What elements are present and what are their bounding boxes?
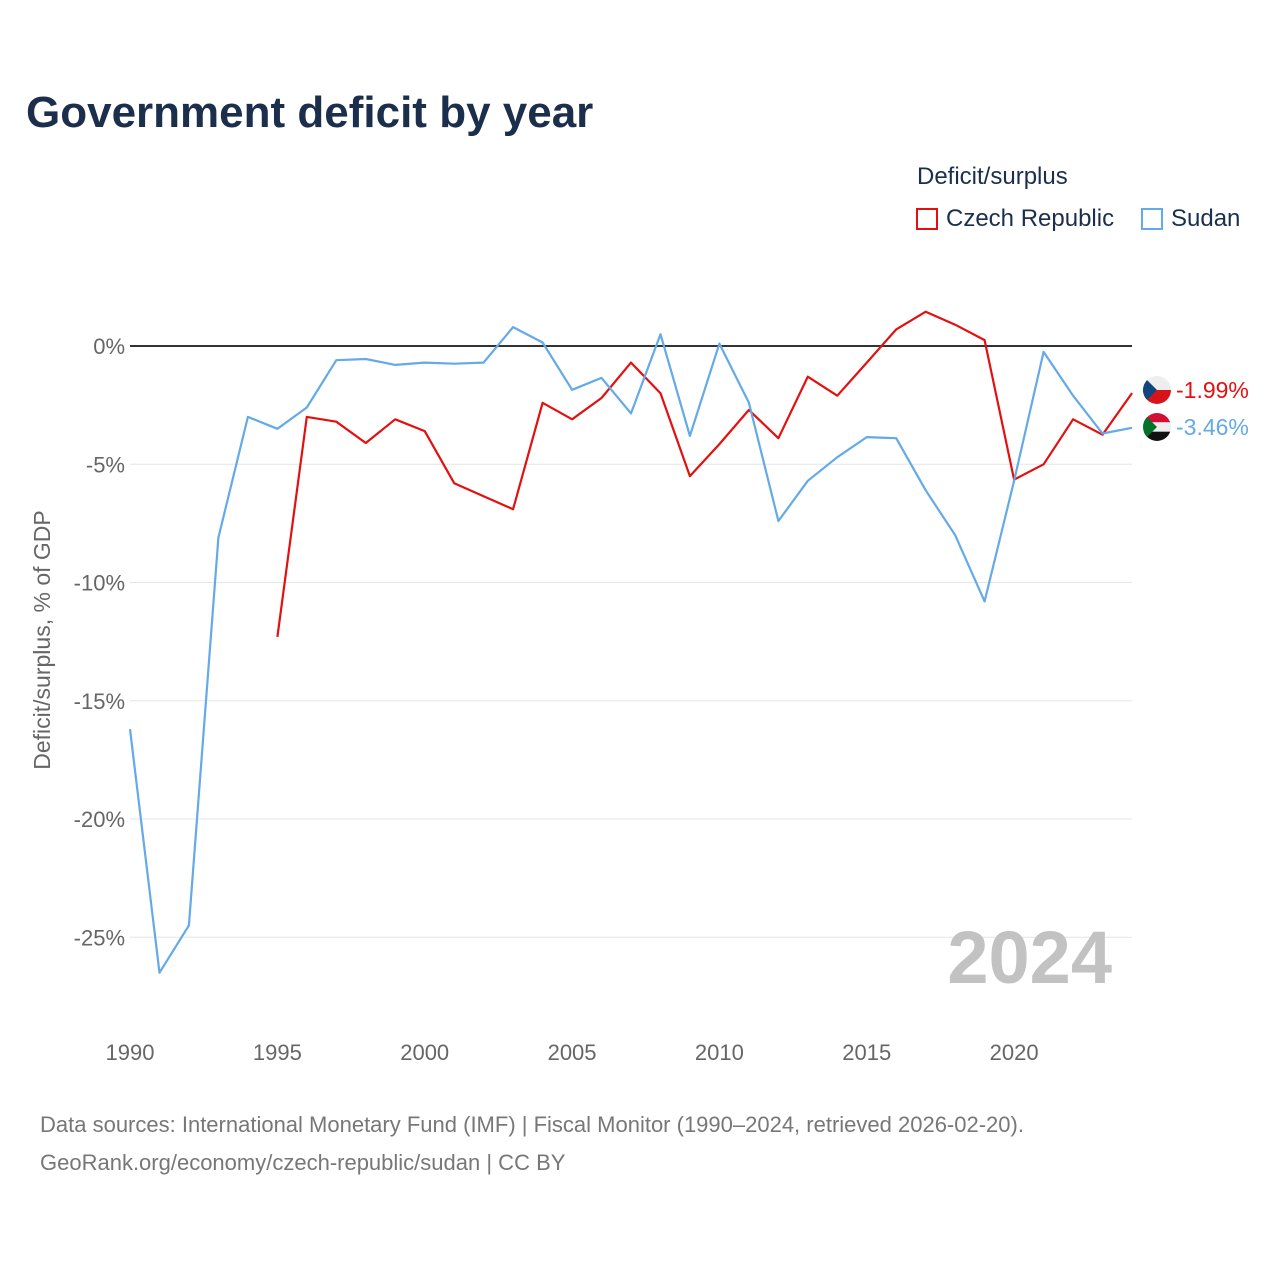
- line-chart: 2024 0% -5% -10% -15% -20% -25% 1990 1995 2000 2…: [29, 310, 1249, 1065]
- legend-label-czech-republic: Czech Republic: [946, 205, 1115, 232]
- chart-title: Government deficit by year: [26, 88, 594, 137]
- year-watermark: 2024: [947, 916, 1112, 999]
- end-label-sudan: -3.46%: [1176, 414, 1249, 440]
- x-axis-ticks: 1990 1995 2000 2005 2010 2015 2020: [106, 1040, 1039, 1065]
- x-tick-label: 2000: [400, 1040, 449, 1065]
- legend-item-czech-republic[interactable]: Czech Republic: [916, 205, 1114, 233]
- y-axis-label: Deficit/surplus, % of GDP: [29, 510, 55, 769]
- x-tick-label: 2015: [842, 1040, 891, 1065]
- y-tick-label: -15%: [74, 689, 125, 714]
- legend-title: Deficit/surplus: [917, 163, 1068, 190]
- legend-swatch-sudan: [1141, 208, 1163, 230]
- y-axis-ticks: 0% -5% -10% -15% -20% -25%: [74, 334, 125, 950]
- x-tick-label: 1990: [106, 1040, 155, 1065]
- series-line-czech-republic[interactable]: [276, 310, 1133, 638]
- series-line-sudan[interactable]: [128, 326, 1133, 974]
- footer: Data sources: International Monetary Fun…: [40, 1106, 1024, 1182]
- czech-republic-flag-icon: [1143, 376, 1171, 404]
- end-label-czech-republic: -1.99%: [1176, 377, 1249, 403]
- y-tick-label: -25%: [74, 925, 125, 950]
- source-link[interactable]: GeoRank.org/economy/czech-republic/sudan…: [40, 1150, 566, 1175]
- y-tick-label: -10%: [74, 571, 125, 596]
- legend-item-sudan[interactable]: Sudan: [1141, 205, 1240, 233]
- series-lines: [128, 310, 1133, 974]
- gridlines: [130, 463, 1132, 938]
- x-tick-label: 2020: [990, 1040, 1039, 1065]
- sudan-flag-icon: [1143, 413, 1171, 441]
- x-tick-label: 1995: [253, 1040, 302, 1065]
- legend-swatch-czech-republic: [916, 208, 938, 230]
- data-sources-note: Data sources: International Monetary Fun…: [40, 1112, 1024, 1137]
- x-tick-label: 2010: [695, 1040, 744, 1065]
- y-tick-label: 0%: [93, 334, 125, 359]
- x-tick-label: 2005: [548, 1040, 597, 1065]
- y-tick-label: -5%: [86, 452, 125, 477]
- legend-label-sudan: Sudan: [1171, 205, 1241, 232]
- y-tick-label: -20%: [74, 807, 125, 832]
